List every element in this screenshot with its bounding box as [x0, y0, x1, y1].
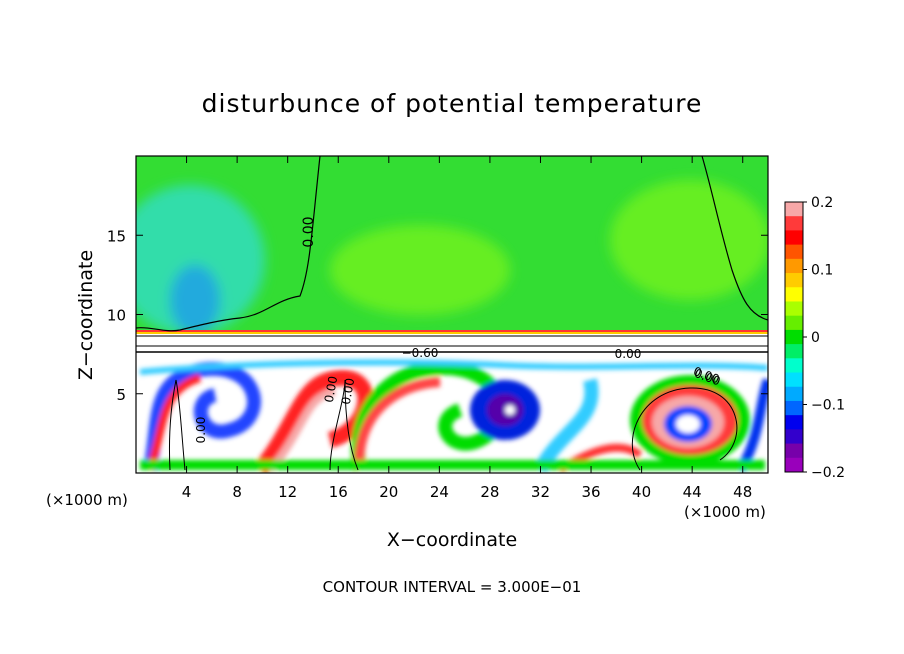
cool-region-upper-left: [136, 185, 265, 335]
contour-zero-right: [701, 156, 768, 321]
colorbar-segment: [785, 457, 803, 473]
x-tick-label: 28: [480, 483, 499, 501]
colorbar-segment: [785, 287, 803, 302]
contour-inner-right: [631, 387, 738, 471]
contour-label: 0.00: [301, 216, 317, 247]
colorbar-segment: [785, 344, 803, 359]
lower-eddies: [139, 359, 768, 473]
colorbar-segment: [785, 244, 803, 260]
x-tick-label: 20: [379, 483, 398, 501]
colorbar-segment: [785, 329, 803, 345]
colorbar-segment: [785, 301, 803, 317]
colorbar-segment: [785, 202, 803, 217]
colorbar-segment: [785, 415, 803, 430]
cool-region-core: [170, 265, 220, 335]
contour-zero-left: [136, 156, 321, 332]
plot-area: [136, 156, 768, 473]
x-tick-label: 48: [733, 483, 752, 501]
chart-title: disturbunce of potential temperature: [202, 89, 703, 118]
x-tick-label: 36: [581, 483, 600, 501]
colorbar-tick-label: 0: [811, 330, 820, 346]
colorbar-segment: [785, 443, 803, 459]
x-tick-label: 16: [329, 483, 348, 501]
x-tick-label: 12: [278, 483, 297, 501]
x-tick-label: 40: [632, 483, 651, 501]
warm-region-upper: [330, 225, 510, 315]
y-tick-label: 5: [116, 386, 126, 404]
x-tick-label: 44: [683, 483, 702, 501]
colorbar-segment: [785, 386, 803, 402]
x-tick-label: 8: [232, 483, 242, 501]
contour-interval-note: CONTOUR INTERVAL = 3.000E−01: [323, 578, 582, 596]
y-tick-label: 15: [107, 227, 126, 245]
contour-label: 0.00: [322, 375, 340, 404]
colorbar-segment: [785, 372, 803, 388]
y-axis: 5 10 15: [107, 227, 768, 404]
colorbar-segment: [785, 358, 803, 374]
x-axis-label: X−coordinate: [387, 529, 517, 551]
inversion-band: [136, 333, 768, 355]
contour-inner-mid: [329, 379, 359, 471]
contour-label: 0.00: [194, 417, 208, 444]
warm-region-upper-right: [610, 180, 768, 300]
colorbar-segment: [785, 400, 803, 416]
colorbar-tick-label: 0.1: [811, 263, 833, 279]
y-axis-label: Z−coordinate: [75, 250, 97, 380]
y-tick-label: 10: [107, 307, 126, 325]
colorbar-segment: [785, 429, 803, 445]
colorbar-segment: [785, 258, 803, 274]
x-tick-label: 24: [430, 483, 449, 501]
x-tick-label: 4: [182, 483, 192, 501]
colorbar: 0.2 0.1 0 −0.1 −0.2: [784, 195, 845, 481]
contour-label: 0.00: [615, 347, 642, 361]
x-unit-right: (×1000 m): [684, 503, 766, 521]
colorbar-tick-label: −0.1: [811, 398, 845, 414]
contour-label: −0.60: [402, 346, 439, 360]
x-unit-left: (×1000 m): [46, 491, 128, 509]
colorbar-segment: [785, 315, 803, 331]
colorbar-segment: [785, 230, 803, 246]
colorbar-tick-label: −0.2: [811, 465, 845, 481]
x-axis: 4 8 12 16 20 24 28 32 36 40 44 48: [182, 156, 752, 501]
colorbar-tick-label: 0.2: [811, 195, 833, 211]
contour-label: 0.00: [339, 377, 357, 406]
x-tick-label: 32: [531, 483, 550, 501]
contour-inner-left: [168, 379, 186, 471]
colorbar-segment: [785, 273, 803, 288]
colorbar-segment: [785, 216, 803, 231]
